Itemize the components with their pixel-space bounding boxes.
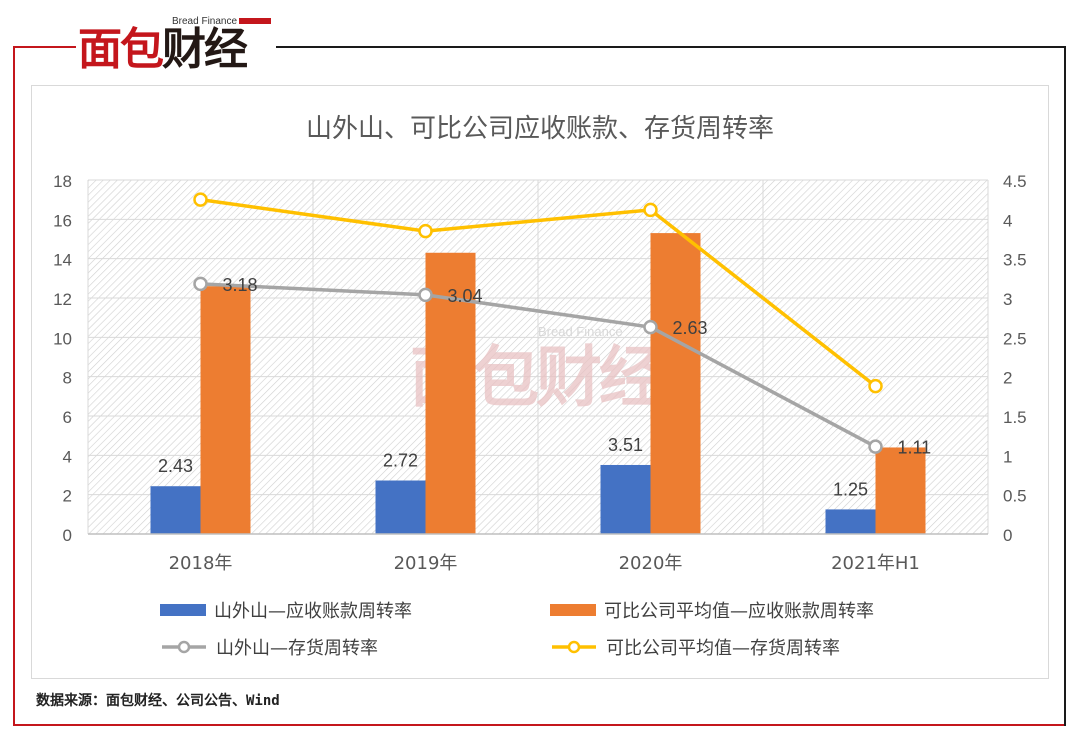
y-right-tick-label: 1 [1003,447,1012,466]
legend-marker-gray [162,640,206,654]
logo-accent-bar [239,18,271,24]
legend-label-2: 可比公司平均值—应收账款周转率 [604,601,874,622]
data-labels: 2.43 2.72 3.51 1.25 3.18 3.04 2.63 1.11 [158,275,931,500]
bar-data-label: 3.51 [608,435,643,455]
bar-data-label: 2.72 [383,451,418,471]
bar-peer-avg-receivable [650,233,701,534]
brand-logo: Bread Finance 面包财经 [76,14,276,78]
legend-marker-yellow [552,640,596,654]
x-tick-label: 2019年 [394,553,458,574]
line-data-label: 3.04 [448,286,483,306]
bar-shanwaishan-receivable [600,464,651,534]
marker-peer-avg-inventory [193,192,208,207]
y-left-tick-label: 2 [63,487,72,506]
y-left-tick-label: 0 [63,526,72,545]
marker-peer-avg-inventory [418,223,433,239]
marker-shanwaishan-inventory [193,276,208,292]
legend-swatch-blue [160,604,206,616]
line-shanwaishan-inventory [200,282,877,449]
y-right-tick-label: 4 [1003,211,1012,230]
marker-peer-avg-inventory [868,378,883,394]
logo-text-red: 面包 [78,24,164,75]
line-data-label: 1.11 [898,438,932,458]
frame-black-right [1064,46,1066,726]
bar-peer-avg-receivable [875,447,926,534]
legend-item-3: 山外山—存货周转率 [160,634,378,660]
frame-black-top [276,46,1065,48]
marker-shanwaishan-inventory [868,439,883,454]
marker-shanwaishan-inventory [643,319,658,335]
logo-text: 面包财经 [78,24,248,76]
y-right-tick-label: 2.5 [1003,329,1027,348]
source-note: 数据来源：面包财经、公司公告、Wind [36,693,280,709]
y-right-tick-label: 2 [1003,369,1012,388]
legend-item-1: 山外山—应收账款周转率 [160,597,412,623]
chart-title: 山外山、可比公司应收账款、存货周转率 [305,114,774,144]
y-right-tick-label: 0.5 [1003,487,1027,506]
x-tick-label: 2020年 [619,553,683,574]
bar-shanwaishan-receivable [375,480,426,534]
line-data-label: 2.63 [673,318,708,338]
legend-label-4: 可比公司平均值—存货周转率 [606,638,840,659]
x-tick-label: 2018年 [169,553,233,574]
y-left-tick-label: 14 [53,251,72,270]
x-tick-label: 2021年H1 [831,553,920,574]
y-left-tick-label: 12 [53,290,72,309]
y-left-tick-label: 16 [53,211,72,230]
y-left-tick-label: 10 [53,329,72,348]
legend-swatch-orange [550,604,596,616]
legend-label-1: 山外山—应收账款周转率 [214,601,412,622]
y-left-tick-label: 6 [63,408,72,427]
y-left-tick-label: 18 [53,172,72,191]
bar-peer-avg-receivable [200,286,251,534]
logo-text-dark: 财经 [162,24,248,75]
frame-red-bottom [13,724,1066,726]
line-data-label: 3.18 [223,275,258,295]
y-right-tick-label: 4.5 [1003,172,1027,191]
legend-label-3: 山外山—存货周转率 [216,638,378,659]
logo-subtitle: Bread Finance [172,16,238,27]
axes: 0 2 4 6 8 10 12 14 16 18 0 0.5 1 1.5 2 2.5 3 3.5 4 4.5 2018年… [53,172,1027,574]
legend-item-2: 可比公司平均值—应收账款周转率 [550,597,874,623]
frame-red-top [13,46,78,48]
bar-shanwaishan-receivable [825,509,876,534]
bar-data-label: 1.25 [833,479,868,499]
y-left-tick-label: 4 [63,447,72,466]
legend-item-4: 可比公司平均值—存货周转率 [550,634,840,660]
lines [193,192,883,454]
watermark-sub: Bread Finance [538,324,623,339]
frame-red-left [13,46,15,726]
y-right-tick-label: 3 [1003,290,1012,309]
line-peer-avg-inventory [200,197,877,388]
y-left-tick-label: 8 [63,369,72,388]
y-right-tick-label: 1.5 [1003,408,1027,427]
y-right-tick-label: 0 [1003,526,1012,545]
bar-data-label: 2.43 [158,456,193,476]
bar-shanwaishan-receivable [150,486,201,534]
marker-shanwaishan-inventory [418,287,433,303]
y-right-tick-label: 3.5 [1003,251,1027,270]
marker-peer-avg-inventory [643,202,658,218]
